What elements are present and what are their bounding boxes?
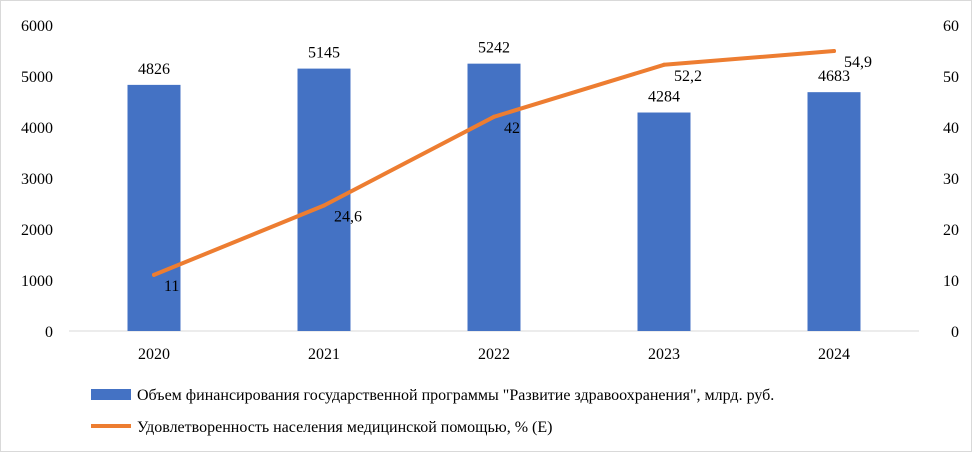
- axes: 0 1000 2000 3000 4000 5000 6000 0 10 20 30 40 50 60 20…: [21, 18, 959, 363]
- line-data-label: 52,2: [674, 68, 702, 85]
- y-right-tick-label: 50: [943, 69, 959, 86]
- line-data-label: 24,6: [334, 209, 362, 226]
- bar-data-label: 4284: [648, 89, 680, 106]
- y-right-tick-label: 20: [943, 222, 959, 239]
- legend-swatch-bar: [91, 389, 131, 400]
- bar: [467, 63, 521, 332]
- y-right-tick-label: 40: [943, 120, 959, 137]
- line-data-label: 11: [164, 278, 179, 295]
- x-tick-label: 2022: [478, 346, 510, 363]
- bar: [637, 112, 691, 332]
- legend: Объем финансирования государственной про…: [91, 387, 774, 436]
- line-point: [492, 114, 496, 119]
- x-tick-label: 2021: [308, 346, 340, 363]
- bar: [297, 68, 351, 331]
- y-right-tick-label: 30: [943, 171, 959, 188]
- bar-data-label: 5145: [308, 45, 340, 62]
- y-left-tick-label: 5000: [21, 69, 53, 86]
- y-left-tick-label: 1000: [21, 273, 53, 290]
- line-point: [152, 272, 156, 277]
- data-labels: 4826 5145 5242 4284 4683 11 24,6 42 52,2 54,9: [138, 40, 872, 295]
- bar-series: [127, 63, 861, 332]
- y-right-tick-label: 10: [943, 273, 959, 290]
- x-tick-label: 2023: [648, 346, 680, 363]
- line-series: [152, 49, 836, 277]
- bar-data-label: 5242: [478, 40, 510, 57]
- legend-label-line: Удовлетворенность населения медицинской …: [137, 419, 552, 436]
- legend-label-bar: Объем финансирования государственной про…: [137, 387, 774, 404]
- y-right-tick-label: 0: [951, 324, 959, 341]
- line-point: [662, 62, 666, 67]
- bar: [127, 84, 181, 332]
- y-left-tick-label: 0: [45, 324, 53, 341]
- x-tick-label: 2020: [138, 346, 170, 363]
- y-left-tick-label: 6000: [21, 18, 53, 35]
- line-data-label: 54,9: [844, 54, 872, 71]
- bar-data-label: 4683: [818, 68, 850, 85]
- y-left-tick-label: 4000: [21, 120, 53, 137]
- bar-data-label: 4826: [138, 61, 170, 78]
- y-right-tick-label: 60: [943, 18, 959, 35]
- x-tick-label: 2024: [818, 346, 850, 363]
- line-data-label: 42: [504, 120, 520, 137]
- y-left-tick-label: 3000: [21, 171, 53, 188]
- line-point: [832, 49, 836, 54]
- y-left-tick-label: 2000: [21, 222, 53, 239]
- line-point: [322, 203, 326, 208]
- bar: [807, 92, 861, 332]
